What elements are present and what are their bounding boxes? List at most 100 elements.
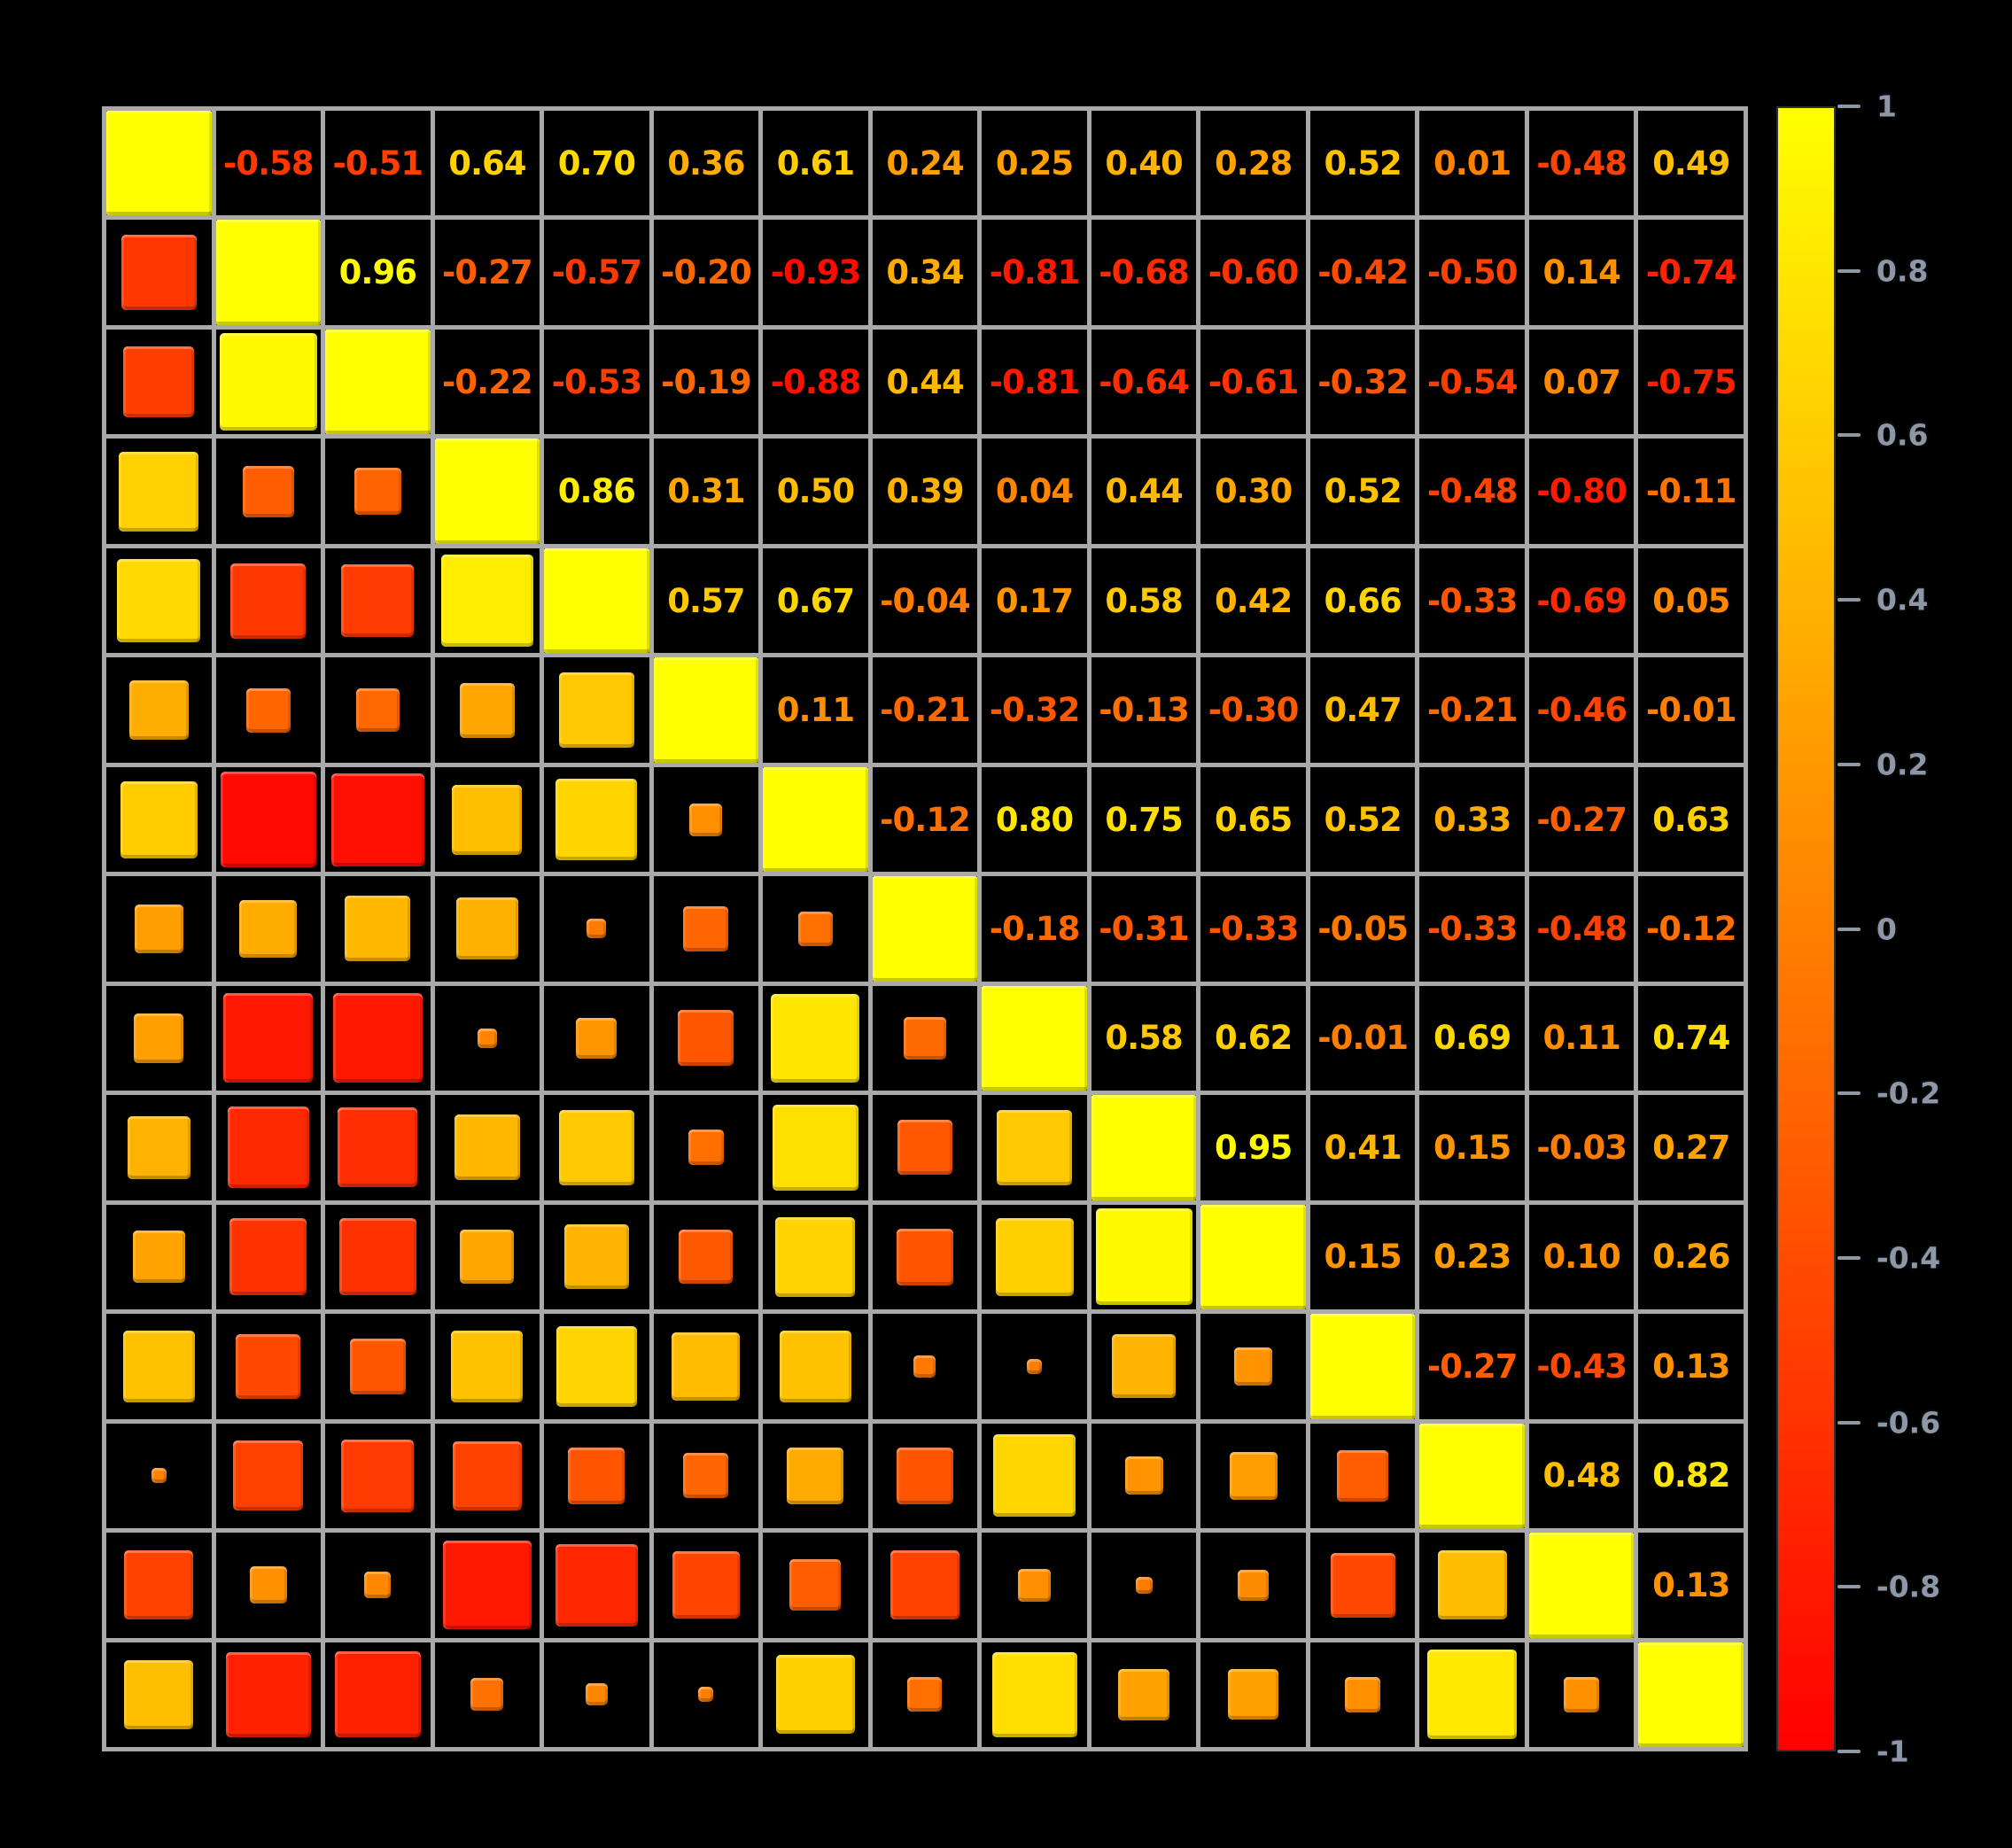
matrix-cell: 0.41 bbox=[1310, 1095, 1416, 1200]
correlation-value: 0.40 bbox=[1105, 144, 1182, 182]
correlation-value: -0.19 bbox=[661, 363, 751, 401]
correlation-value: -0.69 bbox=[1536, 582, 1627, 620]
correlation-square bbox=[679, 1230, 733, 1284]
correlation-value: 0.63 bbox=[1652, 801, 1729, 839]
correlation-square bbox=[124, 1550, 193, 1619]
correlation-value: -0.21 bbox=[1427, 691, 1518, 729]
matrix-cell bbox=[106, 1314, 212, 1418]
correlation-square bbox=[228, 1106, 309, 1188]
correlation-value: -0.81 bbox=[990, 363, 1080, 401]
matrix-cell bbox=[763, 1095, 868, 1200]
matrix-cell: 0.44 bbox=[1091, 439, 1197, 543]
correlation-square bbox=[773, 1105, 858, 1191]
matrix-cell bbox=[435, 1533, 540, 1637]
matrix-cell bbox=[216, 1095, 322, 1200]
correlation-value: -0.21 bbox=[880, 691, 970, 729]
matrix-cell bbox=[873, 1095, 978, 1200]
matrix-cell bbox=[435, 1314, 540, 1418]
matrix-cell bbox=[1091, 1533, 1197, 1637]
correlation-value: 0.52 bbox=[1324, 801, 1401, 839]
matrix-cell: -0.43 bbox=[1529, 1314, 1635, 1418]
matrix-cell: 0.11 bbox=[1529, 986, 1635, 1091]
matrix-cell: 0.28 bbox=[1200, 111, 1306, 215]
correlation-value: -0.27 bbox=[1536, 801, 1627, 839]
matrix-cell: 0.31 bbox=[654, 439, 759, 543]
matrix-cell: -0.48 bbox=[1529, 111, 1635, 215]
colorbar-tick bbox=[1837, 598, 1861, 602]
matrix-cell: 0.01 bbox=[1419, 111, 1525, 215]
matrix-cell: -0.12 bbox=[1638, 876, 1744, 981]
correlation-square bbox=[897, 1448, 953, 1504]
correlation-square bbox=[780, 1331, 851, 1402]
matrix-cell: 0.96 bbox=[325, 220, 431, 324]
matrix-cell bbox=[106, 330, 212, 434]
correlation-square bbox=[576, 1018, 617, 1059]
correlation-value: -0.33 bbox=[1427, 582, 1518, 620]
matrix-cell: -0.05 bbox=[1310, 876, 1416, 981]
correlation-square bbox=[350, 1339, 406, 1394]
matrix-cell bbox=[216, 220, 322, 324]
correlation-value: 0.52 bbox=[1324, 144, 1401, 182]
matrix-cell: -0.69 bbox=[1529, 548, 1635, 653]
matrix-cell bbox=[544, 767, 649, 872]
correlation-square bbox=[992, 1652, 1077, 1737]
correlation-value: -0.50 bbox=[1427, 253, 1518, 291]
correlation-value: -0.74 bbox=[1646, 253, 1736, 291]
correlation-square bbox=[123, 346, 194, 417]
correlation-value: -0.64 bbox=[1099, 363, 1189, 401]
diagonal-square bbox=[1419, 1424, 1525, 1528]
correlation-square bbox=[1136, 1577, 1153, 1594]
matrix-cell bbox=[1091, 1314, 1197, 1418]
correlation-square bbox=[221, 772, 316, 867]
correlation-square bbox=[341, 1440, 414, 1512]
matrix-cell: 0.10 bbox=[1529, 1205, 1635, 1309]
matrix-cell: -0.27 bbox=[1419, 1314, 1525, 1418]
matrix-cell: 0.57 bbox=[654, 548, 759, 653]
correlation-value: 0.24 bbox=[886, 144, 963, 182]
matrix-cell: 0.04 bbox=[982, 439, 1087, 543]
matrix-cell bbox=[544, 657, 649, 762]
correlation-value: -0.61 bbox=[1208, 363, 1299, 401]
matrix-cell bbox=[325, 657, 431, 762]
matrix-cell bbox=[654, 986, 759, 1091]
matrix-cell bbox=[1310, 1642, 1416, 1747]
colorbar-tick-label: 0.6 bbox=[1876, 418, 2009, 453]
matrix-cell bbox=[763, 1424, 868, 1528]
correlation-square bbox=[890, 1550, 959, 1619]
correlation-value: -0.27 bbox=[1427, 1347, 1518, 1386]
matrix-cell: -0.27 bbox=[435, 220, 540, 324]
correlation-value: 0.61 bbox=[777, 144, 854, 182]
correlation-value: -0.42 bbox=[1317, 253, 1408, 291]
correlation-square bbox=[776, 1655, 855, 1734]
correlation-square bbox=[460, 683, 515, 738]
correlation-value: 0.10 bbox=[1543, 1238, 1620, 1276]
correlation-value: -0.32 bbox=[1317, 363, 1408, 401]
matrix-cell: 0.86 bbox=[544, 439, 649, 543]
correlation-value: 0.66 bbox=[1324, 582, 1401, 620]
matrix-cell bbox=[1200, 1642, 1306, 1747]
matrix-cell bbox=[1200, 1314, 1306, 1418]
matrix-cell: 0.25 bbox=[982, 111, 1087, 215]
matrix-cell: 0.30 bbox=[1200, 439, 1306, 543]
correlation-square bbox=[331, 773, 424, 866]
matrix-cell bbox=[544, 986, 649, 1091]
matrix-cell: 0.52 bbox=[1310, 439, 1416, 543]
matrix-cell bbox=[106, 767, 212, 872]
correlation-square bbox=[460, 1230, 514, 1284]
matrix-cell: -0.01 bbox=[1310, 986, 1416, 1091]
correlation-value: -0.30 bbox=[1208, 691, 1299, 729]
correlation-square bbox=[683, 906, 728, 951]
matrix-cell bbox=[325, 767, 431, 872]
correlation-square bbox=[559, 1110, 634, 1185]
colorbar-tick-label: 1 bbox=[1876, 89, 2009, 124]
matrix-cell: 0.48 bbox=[1529, 1424, 1635, 1528]
correlation-value: -0.33 bbox=[1208, 910, 1299, 948]
matrix-cell: -0.04 bbox=[873, 548, 978, 653]
matrix-cell: 0.64 bbox=[435, 111, 540, 215]
matrix-cell: -0.11 bbox=[1638, 439, 1744, 543]
matrix-cell: 0.24 bbox=[873, 111, 978, 215]
matrix-cell bbox=[216, 548, 322, 653]
matrix-cell bbox=[544, 876, 649, 981]
correlation-square bbox=[1564, 1677, 1599, 1712]
correlation-value: 0.07 bbox=[1543, 363, 1620, 401]
